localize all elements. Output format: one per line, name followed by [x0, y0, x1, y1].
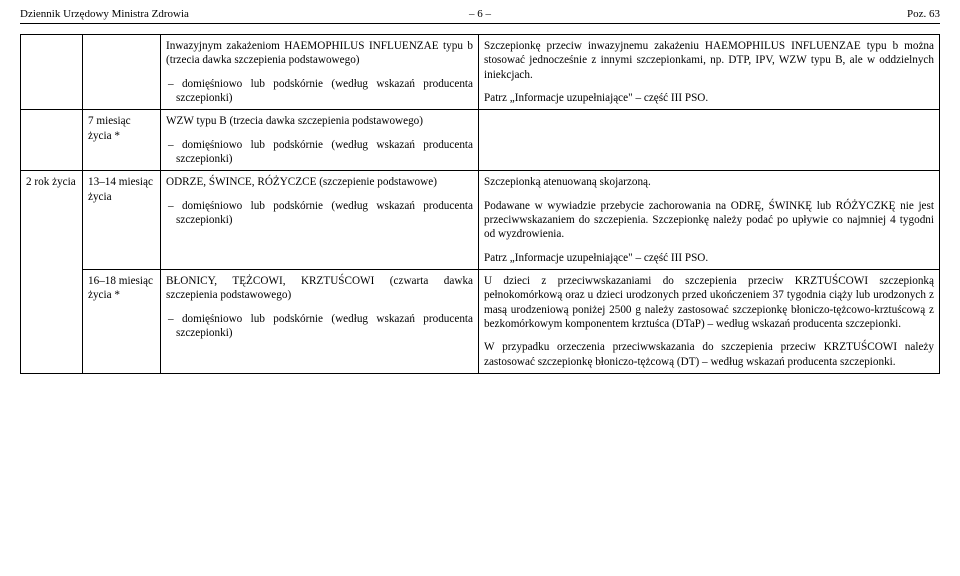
table-row: 16–18 miesiąc życia *BŁONICY, TĘŻCOWI, K… [21, 269, 940, 373]
cell-paragraph: Patrz „Informacje uzupełniające" – część… [484, 91, 934, 105]
cell-paragraph: Patrz „Informacje uzupełniające" – część… [484, 251, 934, 265]
cell-paragraph: – domięśniowo lub podskórnie (według wsk… [166, 312, 473, 341]
cell-paragraph: – domięśniowo lub podskórnie (według wsk… [166, 138, 473, 167]
cell-paragraph: Inwazyjnym zakażeniom HAEMOPHILUS INFLUE… [166, 39, 473, 68]
col-notes [479, 110, 940, 171]
col-year: 2 rok życia [21, 171, 83, 374]
cell-paragraph: ODRZE, ŚWINCE, RÓŻYCZCE (szczepienie pod… [166, 175, 473, 189]
table-row: 2 rok życia13–14 miesiąc życiaODRZE, ŚWI… [21, 171, 940, 270]
col-month [83, 35, 161, 110]
col-notes: Szczepionkę przeciw inwazyjnemu zakażeni… [479, 35, 940, 110]
col-month: 16–18 miesiąc życia * [83, 269, 161, 373]
cell-paragraph: Szczepionką atenuowaną skojarzoną. [484, 175, 934, 189]
col-vaccine: ODRZE, ŚWINCE, RÓŻYCZCE (szczepienie pod… [161, 171, 479, 270]
col-year [21, 35, 83, 110]
col-vaccine: WZW typu B (trzecia dawka szczepienia po… [161, 110, 479, 171]
col-year [21, 110, 83, 171]
header-center: – 6 – [469, 8, 491, 20]
cell-paragraph: Podawane w wywiadzie przebycie zachorowa… [484, 199, 934, 242]
table-row: Inwazyjnym zakażeniom HAEMOPHILUS INFLUE… [21, 35, 940, 110]
header-left: Dziennik Urzędowy Ministra Zdrowia [20, 8, 189, 20]
cell-paragraph: WZW typu B (trzecia dawka szczepienia po… [166, 114, 473, 128]
cell-paragraph: – domięśniowo lub podskórnie (według wsk… [166, 199, 473, 228]
col-notes: U dzieci z przeciwwskazaniami do szczepi… [479, 269, 940, 373]
col-month: 13–14 miesiąc życia [83, 171, 161, 270]
col-month: 7 miesiąc życia * [83, 110, 161, 171]
cell-paragraph: Szczepionkę przeciw inwazyjnemu zakażeni… [484, 39, 934, 82]
document-page: Dziennik Urzędowy Ministra Zdrowia – 6 –… [0, 0, 960, 382]
header-right: Poz. 63 [907, 8, 940, 20]
vaccination-table: Inwazyjnym zakażeniom HAEMOPHILUS INFLUE… [20, 34, 940, 374]
cell-paragraph: U dzieci z przeciwwskazaniami do szczepi… [484, 274, 934, 331]
cell-paragraph: W przypadku orzeczenia przeciwwskazania … [484, 340, 934, 369]
col-vaccine: BŁONICY, TĘŻCOWI, KRZTUŚCOWI (czwarta da… [161, 269, 479, 373]
cell-paragraph: – domięśniowo lub podskórnie (według wsk… [166, 77, 473, 106]
cell-paragraph: BŁONICY, TĘŻCOWI, KRZTUŚCOWI (czwarta da… [166, 274, 473, 303]
table-row: 7 miesiąc życia * WZW typu B (trzecia daw… [21, 110, 940, 171]
page-header: Dziennik Urzędowy Ministra Zdrowia – 6 –… [20, 8, 940, 24]
col-vaccine: Inwazyjnym zakażeniom HAEMOPHILUS INFLUE… [161, 35, 479, 110]
col-notes: Szczepionką atenuowaną skojarzoną. Podawa… [479, 171, 940, 270]
